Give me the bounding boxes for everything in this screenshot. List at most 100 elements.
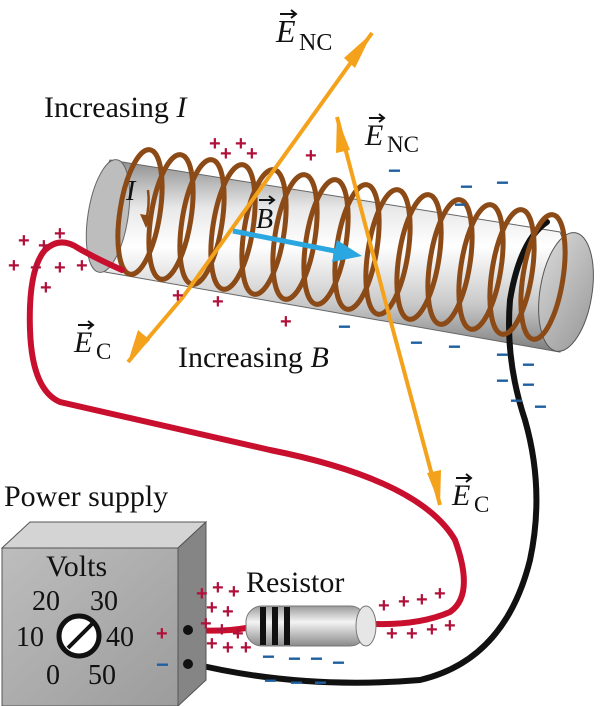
negative-wire (187, 219, 550, 686)
e-nc-top-sub: NC (299, 30, 332, 56)
dial-tick-20: 20 (32, 586, 60, 617)
positive-charge: + (280, 311, 292, 333)
positive-charge: + (406, 623, 418, 645)
negative-charge: − (448, 334, 461, 359)
negative-charge: − (332, 650, 345, 675)
dial-tick-0: 0 (46, 660, 60, 691)
positive-charge: + (444, 615, 456, 637)
positive-wire (26, 239, 467, 628)
coil-turn (425, 197, 475, 327)
e-nc-mid-vector-icon (369, 113, 386, 123)
positive-charge: + (222, 601, 234, 623)
e-c-right-arrow (383, 299, 442, 506)
positive-charge: + (196, 583, 208, 605)
power-supply-label: Power supply (4, 480, 168, 513)
coil-turn (301, 177, 351, 307)
increasing-i-label: Increasing (44, 91, 169, 124)
positive-charge: + (54, 257, 66, 279)
positive-charge: + (235, 133, 247, 155)
resistor-band-3 (284, 607, 290, 645)
positive-charge: + (416, 589, 428, 611)
positive-charge: + (18, 230, 30, 252)
negative-charge: − (522, 372, 535, 397)
e-c-left-sub: C (96, 339, 111, 364)
negative-charge: − (310, 646, 323, 671)
coil-turn (456, 202, 506, 332)
coil-turn (146, 152, 196, 282)
dial-tick-30: 30 (90, 586, 118, 617)
coil-turn (518, 212, 568, 342)
negative-charge: − (264, 668, 277, 693)
positive-charge: + (40, 277, 52, 299)
e-nc-mid-main: E (364, 119, 383, 152)
positive-terminal-sign: + (156, 623, 168, 645)
positive-charge: + (172, 285, 184, 307)
resistor-component (245, 605, 377, 647)
coil-turn (394, 192, 444, 322)
negative-charge: − (534, 394, 547, 419)
positive-charge: + (212, 577, 224, 599)
positive-charge: + (209, 133, 221, 155)
dial-tick-10: 10 (16, 622, 44, 653)
positive-charge: + (228, 581, 240, 603)
negative-charge: − (510, 388, 523, 413)
svg-text:Increasing I: Increasing I (44, 91, 188, 124)
coil-turn (115, 147, 165, 277)
volts-label: Volts (46, 550, 107, 583)
dial-tick-50: 50 (88, 660, 116, 691)
negative-charge: − (262, 644, 275, 669)
positive-terminal (183, 625, 193, 635)
e-nc-top-arrowhead (344, 33, 372, 68)
positive-charge: + (305, 145, 317, 167)
positive-charge: + (378, 595, 390, 617)
e-c-left-arrowhead (128, 330, 150, 362)
e-nc-mid-arrowhead (336, 117, 350, 153)
positive-charge: + (30, 257, 42, 279)
positive-charge: + (220, 143, 232, 165)
positive-charge: + (398, 591, 410, 613)
negative-charge: − (454, 192, 467, 217)
negative-charge: − (496, 368, 509, 393)
positive-charge: + (232, 623, 244, 645)
negative-charge: − (496, 342, 509, 367)
positive-charge: + (76, 255, 88, 277)
field-arrows (126, 31, 442, 506)
negative-charge: − (410, 330, 423, 355)
surface-charges: + ++ + ++ +++ + + ++ + +++ + ++ ++ + ++ + ++ + + ++ + + +−− −−−… (8, 133, 547, 695)
dial-pointer (66, 622, 94, 650)
positive-charge: + (54, 223, 66, 245)
increasing-b-var: B (310, 341, 328, 374)
e-nc-top-main: E (275, 13, 296, 49)
b-vector-icon (259, 195, 276, 205)
e-c-right-main: E (451, 479, 470, 512)
current-arrowhead (140, 214, 152, 228)
positive-charge: + (200, 613, 212, 635)
b-field-arrow (232, 228, 341, 255)
increasing-b-label: Increasing (178, 341, 303, 374)
coil-turn (363, 187, 413, 317)
negative-charge: − (496, 170, 509, 195)
resistor-band-1 (260, 607, 266, 645)
coil-turn (270, 172, 320, 302)
positive-charge: + (246, 143, 258, 165)
e-nc-top-vector-icon (280, 9, 298, 19)
coil-turn (208, 162, 258, 292)
positive-charge: + (38, 235, 50, 257)
e-c-right-arrowhead (427, 470, 441, 505)
resistor-label: Resistor (246, 566, 344, 599)
b-field-arrowhead (332, 240, 362, 262)
negative-charge: − (522, 352, 535, 377)
dial-tick-40: 40 (106, 622, 134, 653)
power-supply (0, 520, 208, 706)
negative-charge: − (460, 174, 473, 199)
coil-windings (115, 147, 568, 342)
e-c-right-sub: C (474, 492, 489, 517)
positive-charge: + (8, 255, 20, 277)
increasing-i-var: I (175, 91, 188, 124)
positive-charge: + (426, 619, 438, 641)
negative-charge: − (314, 670, 327, 695)
e-c-left-vector-icon (78, 320, 95, 330)
negative-charge: − (288, 646, 301, 671)
resistor-band-2 (272, 607, 278, 645)
